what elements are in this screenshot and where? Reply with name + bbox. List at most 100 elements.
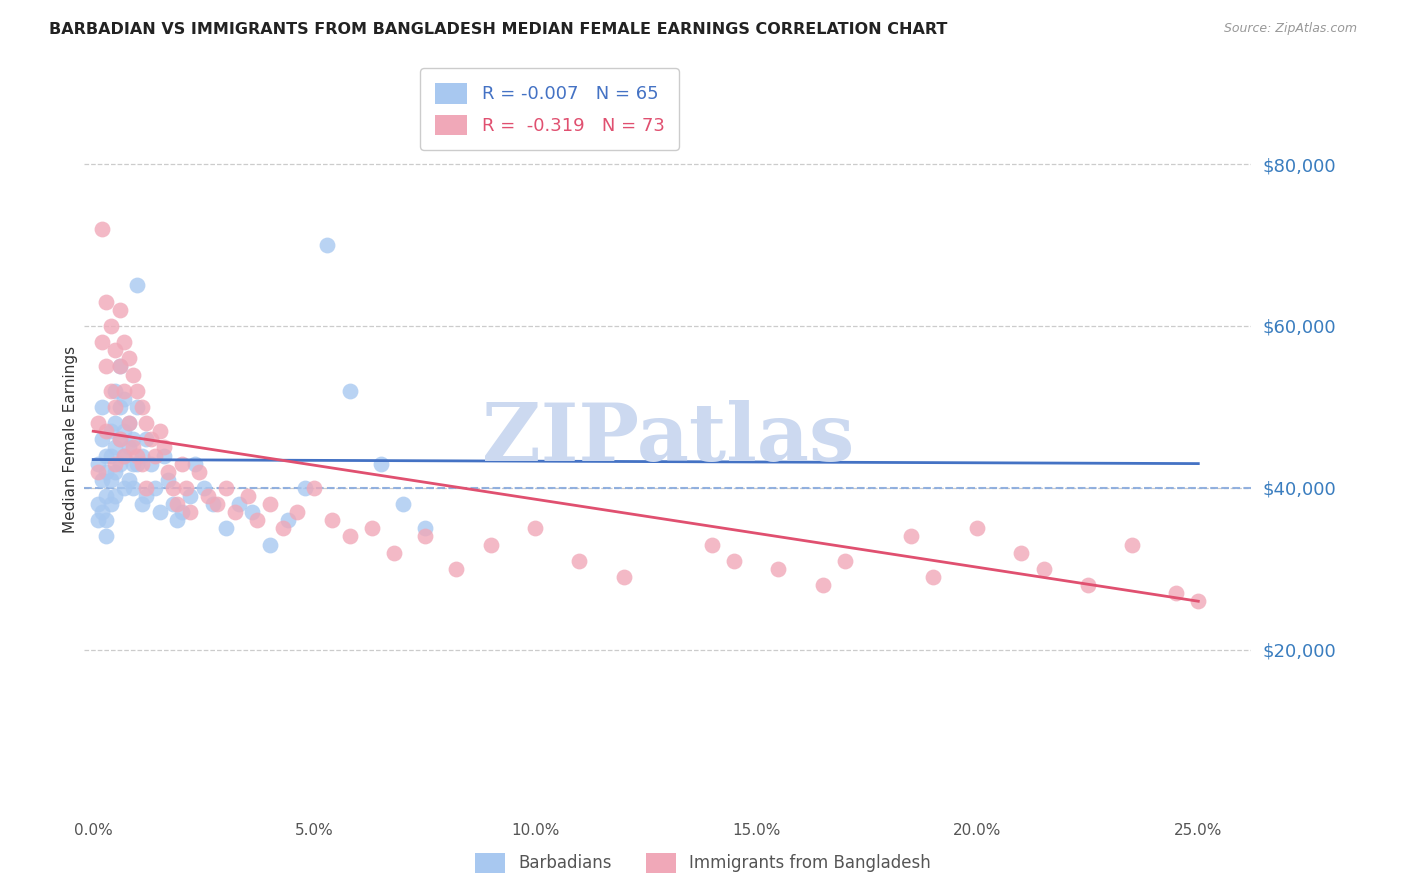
Point: [91, 433, 114, 447]
Point: [205, 497, 228, 511]
Point: [86, 416, 108, 430]
Point: [117, 416, 139, 430]
Point: [444, 562, 467, 576]
Point: [162, 481, 184, 495]
Point: [316, 238, 339, 252]
Point: [135, 433, 157, 447]
Point: [91, 473, 114, 487]
Legend: Barbadians, Immigrants from Bangladesh: Barbadians, Immigrants from Bangladesh: [468, 847, 938, 880]
Point: [1011, 546, 1033, 560]
Point: [360, 521, 382, 535]
Point: [811, 578, 834, 592]
Point: [197, 489, 219, 503]
Point: [1077, 578, 1099, 592]
Point: [184, 457, 207, 471]
Point: [157, 465, 180, 479]
Text: ZIPatlas: ZIPatlas: [482, 401, 853, 478]
Point: [143, 449, 166, 463]
Point: [479, 537, 502, 551]
Point: [179, 489, 201, 503]
Point: [224, 505, 246, 519]
Point: [370, 457, 392, 471]
Point: [104, 457, 127, 471]
Point: [768, 562, 790, 576]
Point: [117, 416, 139, 430]
Point: [91, 400, 114, 414]
Point: [100, 497, 122, 511]
Point: [104, 441, 127, 455]
Point: [127, 400, 149, 414]
Point: [259, 497, 281, 511]
Point: [900, 529, 922, 543]
Point: [236, 489, 259, 503]
Point: [131, 449, 153, 463]
Point: [228, 497, 250, 511]
Point: [139, 433, 162, 447]
Point: [294, 481, 316, 495]
Point: [112, 424, 135, 438]
Point: [108, 433, 131, 447]
Point: [285, 505, 308, 519]
Point: [170, 457, 193, 471]
Point: [127, 278, 149, 293]
Point: [96, 489, 118, 503]
Point: [131, 400, 153, 414]
Point: [135, 489, 157, 503]
Point: [86, 513, 108, 527]
Point: [339, 384, 361, 398]
Point: [131, 497, 153, 511]
Point: [922, 570, 945, 584]
Point: [96, 359, 118, 374]
Point: [568, 554, 591, 568]
Point: [96, 465, 118, 479]
Point: [86, 497, 108, 511]
Point: [166, 513, 188, 527]
Point: [86, 457, 108, 471]
Point: [122, 481, 145, 495]
Point: [104, 343, 127, 358]
Point: [104, 384, 127, 398]
Point: [86, 465, 108, 479]
Point: [112, 384, 135, 398]
Point: [179, 505, 201, 519]
Point: [122, 368, 145, 382]
Point: [122, 441, 145, 455]
Point: [117, 473, 139, 487]
Point: [108, 359, 131, 374]
Point: [108, 400, 131, 414]
Point: [1166, 586, 1188, 600]
Point: [108, 359, 131, 374]
Point: [104, 465, 127, 479]
Point: [100, 424, 122, 438]
Point: [148, 505, 170, 519]
Point: [259, 537, 281, 551]
Point: [413, 521, 436, 535]
Point: [153, 449, 176, 463]
Point: [104, 400, 127, 414]
Point: [96, 529, 118, 543]
Point: [193, 481, 215, 495]
Point: [135, 416, 157, 430]
Point: [700, 537, 723, 551]
Point: [170, 505, 193, 519]
Point: [127, 457, 149, 471]
Text: Source: ZipAtlas.com: Source: ZipAtlas.com: [1223, 22, 1357, 36]
Point: [391, 497, 413, 511]
Point: [91, 505, 114, 519]
Point: [143, 481, 166, 495]
Point: [157, 473, 180, 487]
Point: [201, 497, 224, 511]
Point: [139, 457, 162, 471]
Point: [91, 222, 114, 236]
Text: BARBADIAN VS IMMIGRANTS FROM BANGLADESH MEDIAN FEMALE EARNINGS CORRELATION CHART: BARBADIAN VS IMMIGRANTS FROM BANGLADESH …: [49, 22, 948, 37]
Point: [127, 384, 149, 398]
Point: [127, 449, 149, 463]
Point: [302, 481, 325, 495]
Point: [96, 513, 118, 527]
Point: [271, 521, 294, 535]
Point: [723, 554, 745, 568]
Point: [215, 481, 238, 495]
Point: [321, 513, 343, 527]
Point: [100, 473, 122, 487]
Point: [153, 441, 176, 455]
